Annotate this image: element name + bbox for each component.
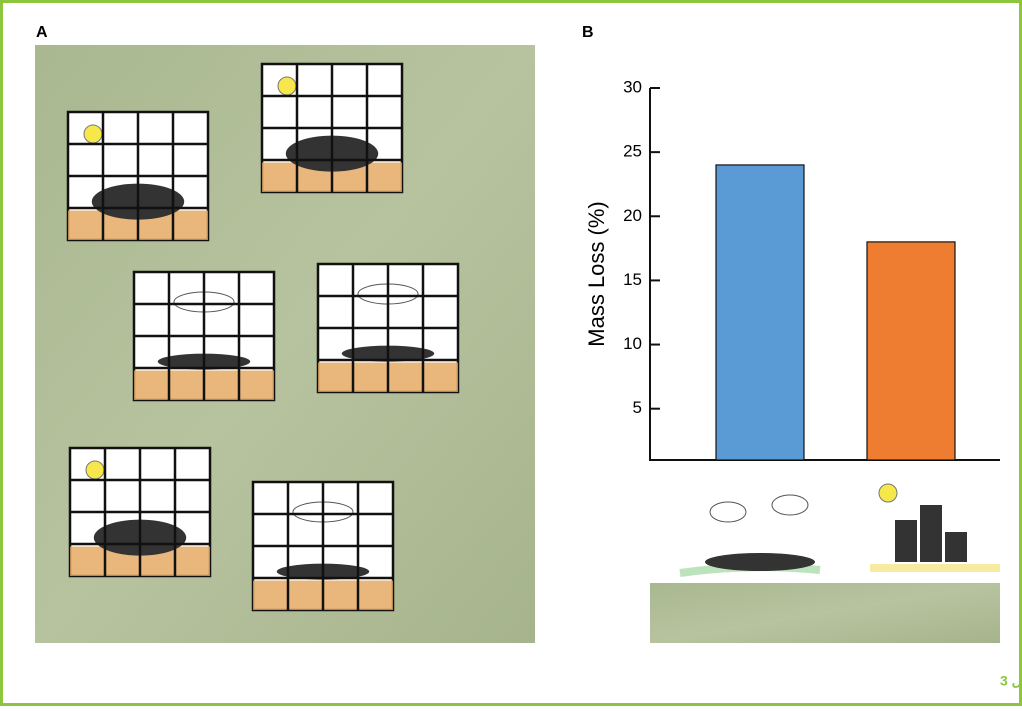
- y-tick-label: 25: [623, 142, 642, 161]
- sun: [86, 461, 104, 479]
- y-tick-label: 10: [623, 334, 642, 353]
- figure: A B Mass Loss (%) شكل 3 5 10 15 20 25 30: [0, 0, 1022, 706]
- grass-strip: [650, 583, 1000, 643]
- y-tick-label: 5: [633, 398, 642, 417]
- y-tick-label: 30: [623, 77, 642, 96]
- y-tick-label: 20: [623, 206, 642, 225]
- sun: [84, 125, 102, 143]
- y-tick-label: 15: [623, 270, 642, 289]
- sun: [278, 77, 296, 95]
- page: A B Mass Loss (%) شكل 3 51015202530 (() …: [0, 0, 1022, 711]
- panel-label: B: [582, 24, 594, 41]
- bar: [867, 242, 955, 460]
- panel-label: A: [36, 24, 48, 41]
- y-axis-label: Mass Loss (%): [584, 201, 609, 346]
- bar: [716, 165, 804, 460]
- caption: شكل 3: [1000, 673, 1022, 689]
